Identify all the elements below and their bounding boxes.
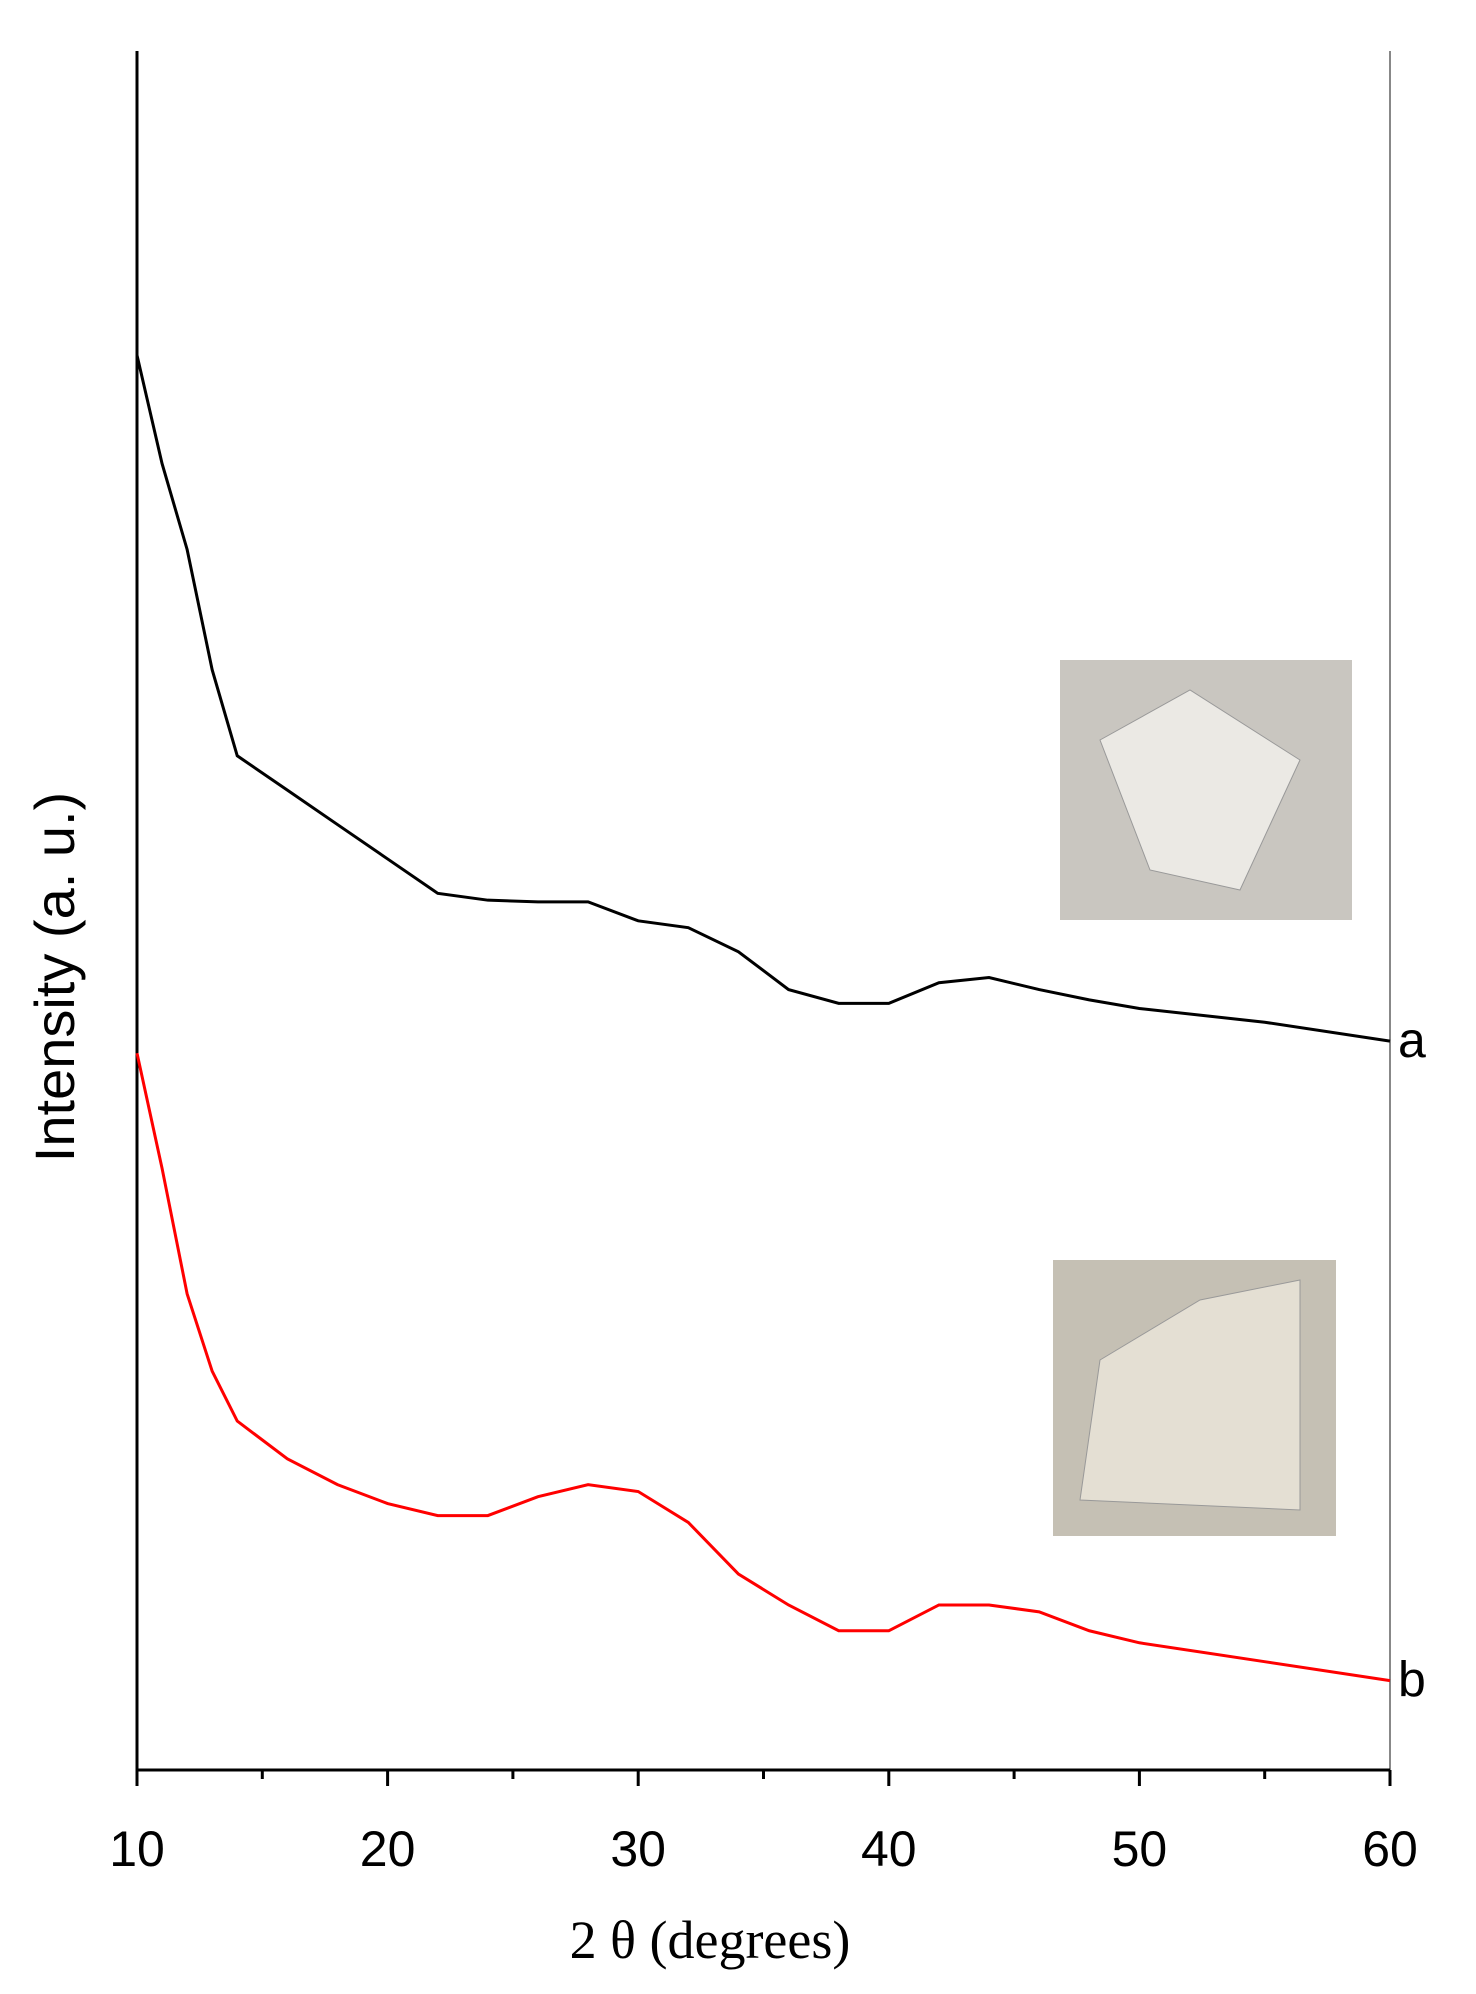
x-tick-label: 50 xyxy=(1112,1821,1168,1877)
x-tick-label: 60 xyxy=(1362,1821,1418,1877)
crystal-a xyxy=(1099,689,1301,891)
series-line xyxy=(135,1052,1391,1683)
x-tick-label: 30 xyxy=(610,1821,666,1877)
x-tick-label: 40 xyxy=(861,1821,917,1877)
y-axis-label: Intensity (a. u.) xyxy=(23,792,86,1162)
plot-area: 10 20 30 40 50 60 a b xyxy=(109,51,1426,1877)
crystal-b xyxy=(1079,1279,1301,1511)
x-tick-label: 20 xyxy=(360,1821,416,1877)
series-label: a xyxy=(1398,1012,1426,1068)
series-label: b xyxy=(1398,1652,1426,1708)
x-axis-label: 2 θ (degrees) xyxy=(570,1910,851,1970)
x-tick-label: 10 xyxy=(109,1821,165,1877)
series-line xyxy=(135,354,1391,1043)
